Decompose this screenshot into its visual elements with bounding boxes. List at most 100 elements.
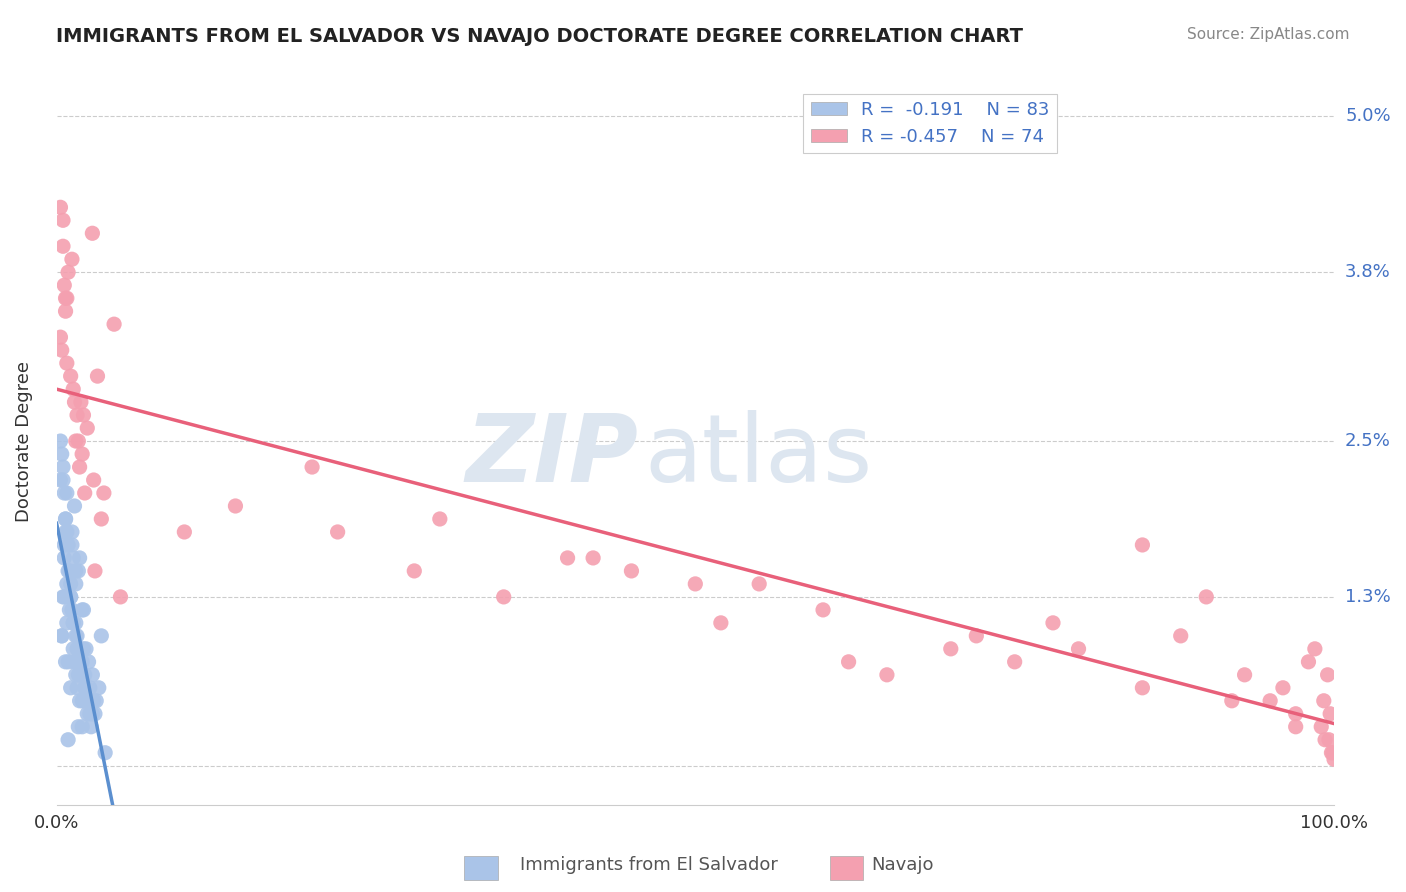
Point — [55, 291, 77, 305]
Point — [59, 369, 82, 384]
Point — [63, 655, 86, 669]
Point — [93, 486, 115, 500]
Point — [56, 486, 79, 500]
Point — [1322, 746, 1344, 760]
Point — [60, 524, 83, 539]
Point — [685, 577, 707, 591]
Point — [1285, 720, 1308, 734]
Text: Navajo: Navajo — [872, 856, 934, 874]
Text: Immigrants from El Salvador: Immigrants from El Salvador — [520, 856, 778, 874]
Point — [67, 668, 90, 682]
Point — [52, 213, 75, 227]
Point — [66, 629, 89, 643]
Point — [72, 603, 94, 617]
Point — [69, 694, 91, 708]
Point — [59, 590, 82, 604]
Point — [65, 434, 87, 448]
Point — [72, 408, 94, 422]
Point — [49, 330, 72, 344]
Point — [53, 590, 76, 604]
Point — [83, 473, 105, 487]
Text: Source: ZipAtlas.com: Source: ZipAtlas.com — [1187, 27, 1350, 42]
Point — [60, 538, 83, 552]
Point — [58, 603, 80, 617]
Point — [66, 408, 89, 422]
Point — [1310, 720, 1333, 734]
Point — [76, 706, 98, 721]
Point — [1316, 668, 1339, 682]
Point — [56, 732, 79, 747]
Point — [429, 512, 451, 526]
Point — [79, 706, 101, 721]
Point — [75, 681, 97, 695]
Point — [63, 655, 86, 669]
Point — [56, 538, 79, 552]
Point — [63, 395, 86, 409]
Point — [70, 395, 93, 409]
Point — [60, 603, 83, 617]
Point — [84, 564, 107, 578]
Point — [51, 447, 73, 461]
Point — [56, 655, 79, 669]
Point — [56, 356, 79, 370]
Point — [51, 343, 73, 358]
Point — [1285, 706, 1308, 721]
Point — [67, 434, 90, 448]
Point — [49, 200, 72, 214]
Point — [73, 668, 96, 682]
Point — [52, 590, 75, 604]
Point — [69, 668, 91, 682]
Point — [90, 629, 112, 643]
Point — [55, 524, 77, 539]
Point — [52, 239, 75, 253]
Point — [1170, 629, 1192, 643]
Legend: R =  -0.191    N = 83, R = -0.457    N = 74: R = -0.191 N = 83, R = -0.457 N = 74 — [803, 94, 1057, 153]
Point — [1319, 706, 1341, 721]
Point — [73, 486, 96, 500]
Point — [58, 564, 80, 578]
Point — [1004, 655, 1026, 669]
Point — [49, 473, 72, 487]
Point — [56, 577, 79, 591]
Point — [710, 615, 733, 630]
Point — [62, 615, 84, 630]
Point — [838, 655, 860, 669]
Point — [70, 603, 93, 617]
Point — [51, 629, 73, 643]
Point — [67, 564, 90, 578]
Point — [404, 564, 426, 578]
Point — [66, 681, 89, 695]
Point — [1317, 732, 1340, 747]
Point — [1271, 681, 1294, 695]
Point — [72, 694, 94, 708]
Point — [76, 421, 98, 435]
Point — [63, 499, 86, 513]
Text: 2.5%: 2.5% — [1346, 432, 1391, 450]
Point — [67, 720, 90, 734]
Point — [60, 252, 83, 267]
Point — [56, 291, 79, 305]
Point — [65, 629, 87, 643]
Point — [58, 590, 80, 604]
Point — [70, 694, 93, 708]
Point — [103, 317, 125, 331]
Point — [59, 590, 82, 604]
Text: 1.3%: 1.3% — [1346, 588, 1391, 606]
Point — [70, 447, 93, 461]
Point — [65, 668, 87, 682]
Point — [1233, 668, 1256, 682]
Point — [876, 668, 898, 682]
Point — [110, 590, 132, 604]
Text: ZIP: ZIP — [465, 409, 638, 501]
Text: atlas: atlas — [644, 409, 873, 501]
Point — [69, 460, 91, 475]
Point — [69, 550, 91, 565]
Point — [1195, 590, 1218, 604]
Text: 5.0%: 5.0% — [1346, 107, 1391, 126]
Point — [87, 681, 110, 695]
Text: 3.8%: 3.8% — [1346, 263, 1391, 281]
Point — [55, 655, 77, 669]
Point — [62, 550, 84, 565]
Point — [492, 590, 515, 604]
Point — [56, 564, 79, 578]
